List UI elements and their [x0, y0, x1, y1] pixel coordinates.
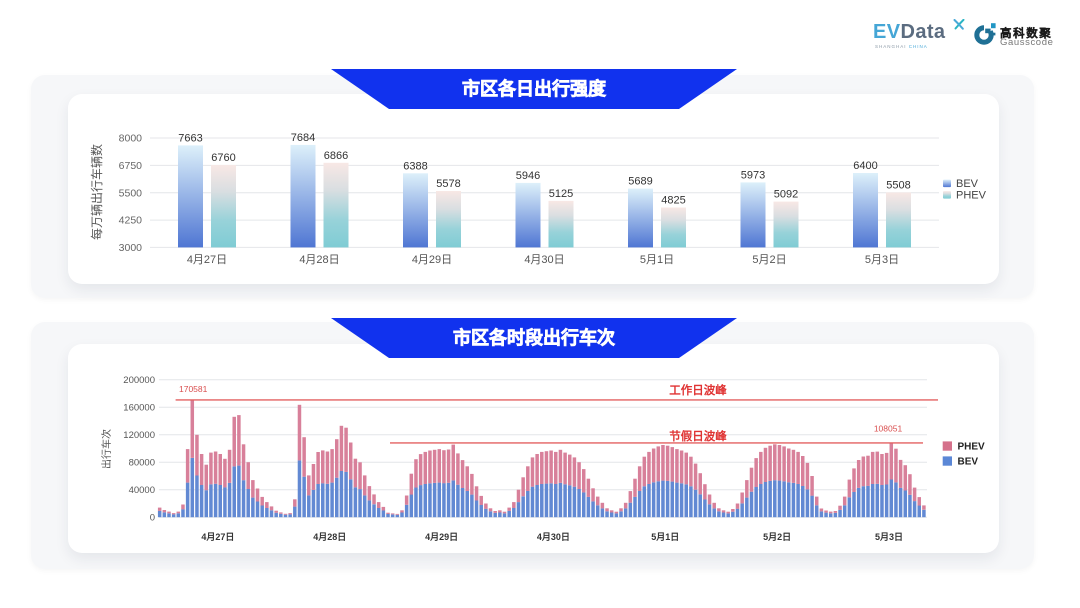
svg-text:4月27日: 4月27日 [201, 532, 234, 542]
svg-text:160000: 160000 [123, 402, 155, 413]
svg-text:出行车次: 出行车次 [100, 429, 113, 469]
svg-text:6400: 6400 [853, 160, 877, 172]
svg-text:PHEV: PHEV [958, 442, 986, 453]
svg-text:5月2日: 5月2日 [752, 254, 786, 266]
svg-text:5月1日: 5月1日 [640, 254, 674, 266]
svg-text:4250: 4250 [119, 215, 143, 227]
svg-text:4月28日: 4月28日 [299, 254, 339, 266]
svg-text:每万辆出行车辆数: 每万辆出行车辆数 [89, 144, 104, 240]
svg-text:BEV: BEV [956, 178, 979, 190]
svg-text:5973: 5973 [741, 169, 765, 181]
svg-text:6388: 6388 [403, 160, 427, 172]
svg-text:120000: 120000 [123, 430, 155, 441]
svg-text:BEV: BEV [958, 457, 979, 468]
svg-text:4825: 4825 [661, 195, 685, 207]
svg-text:5092: 5092 [774, 189, 798, 201]
svg-text:200000: 200000 [123, 375, 155, 386]
svg-text:4月30日: 4月30日 [537, 532, 570, 542]
svg-text:4月29日: 4月29日 [425, 532, 458, 542]
svg-text:工作日波峰: 工作日波峰 [669, 383, 727, 397]
svg-text:5508: 5508 [886, 180, 910, 192]
svg-text:6750: 6750 [119, 160, 143, 172]
svg-text:3000: 3000 [119, 242, 143, 254]
svg-text:5月1日: 5月1日 [651, 532, 679, 542]
svg-text:80000: 80000 [129, 457, 155, 468]
svg-text:5125: 5125 [549, 188, 573, 200]
svg-text:5500: 5500 [119, 187, 143, 199]
svg-text:8000: 8000 [119, 133, 143, 145]
svg-text:40000: 40000 [129, 485, 155, 496]
svg-text:108051: 108051 [874, 424, 903, 434]
svg-text:4月27日: 4月27日 [187, 254, 227, 266]
svg-text:5946: 5946 [516, 170, 540, 182]
svg-text:6866: 6866 [324, 150, 348, 162]
svg-text:4月28日: 4月28日 [313, 532, 346, 542]
svg-text:0: 0 [150, 512, 155, 523]
svg-text:5578: 5578 [436, 178, 460, 190]
svg-text:5689: 5689 [628, 176, 652, 188]
svg-text:5月2日: 5月2日 [763, 532, 791, 542]
svg-text:节假日波峰: 节假日波峰 [669, 429, 727, 443]
svg-text:7684: 7684 [291, 132, 315, 144]
svg-text:170581: 170581 [179, 384, 208, 394]
svg-text:6760: 6760 [211, 152, 235, 164]
svg-text:PHEV: PHEV [956, 189, 987, 201]
svg-text:5月3日: 5月3日 [865, 254, 899, 266]
svg-text:4月30日: 4月30日 [524, 254, 564, 266]
svg-text:5月3日: 5月3日 [875, 532, 903, 542]
svg-text:7663: 7663 [178, 132, 202, 144]
svg-text:4月29日: 4月29日 [412, 254, 452, 266]
